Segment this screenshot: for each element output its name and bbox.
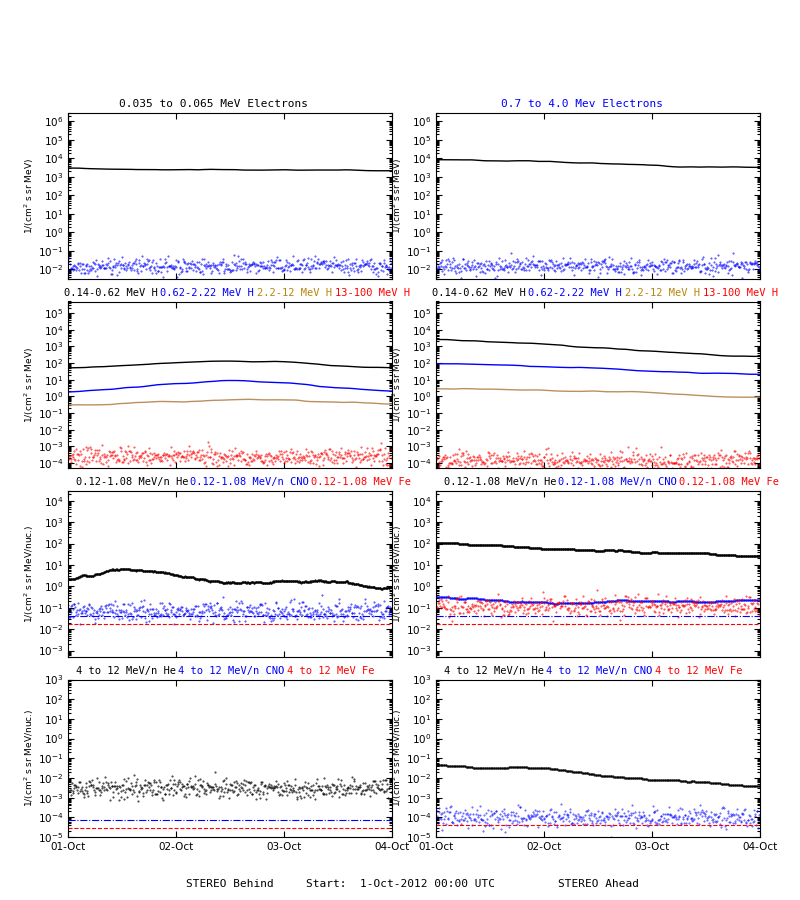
Text: 0.62-2.22 MeV H: 0.62-2.22 MeV H	[160, 288, 266, 298]
Text: 0.12-1.08 MeV/n CNO: 0.12-1.08 MeV/n CNO	[558, 477, 690, 487]
Y-axis label: 1/(cm$^2$ s sr MeV/nuc.): 1/(cm$^2$ s sr MeV/nuc.)	[390, 709, 404, 807]
Text: 0.12-1.08 MeV/n He: 0.12-1.08 MeV/n He	[76, 477, 201, 487]
Text: 0.035 to 0.065 MeV Electrons: 0.035 to 0.065 MeV Electrons	[119, 99, 308, 109]
Text: 4 to 12 MeV/n CNO: 4 to 12 MeV/n CNO	[178, 666, 297, 676]
Y-axis label: 1/(cm$^2$ s sr MeV/nuc.): 1/(cm$^2$ s sr MeV/nuc.)	[23, 525, 36, 623]
Text: 4 to 12 MeV/n CNO: 4 to 12 MeV/n CNO	[546, 666, 665, 676]
Text: 4 to 12 MeV Fe: 4 to 12 MeV Fe	[654, 666, 755, 676]
Text: 13-100 MeV H: 13-100 MeV H	[335, 288, 422, 298]
Y-axis label: 1/(cm$^2$ s sr MeV): 1/(cm$^2$ s sr MeV)	[390, 346, 404, 423]
Text: 2.2-12 MeV H: 2.2-12 MeV H	[625, 288, 712, 298]
Text: 0.12-1.08 MeV Fe: 0.12-1.08 MeV Fe	[310, 477, 423, 487]
Text: 4 to 12 MeV Fe: 4 to 12 MeV Fe	[287, 666, 387, 676]
Text: 0.14-0.62 MeV H: 0.14-0.62 MeV H	[64, 288, 170, 298]
Text: STEREO Ahead: STEREO Ahead	[558, 879, 638, 889]
Text: 0.12-1.08 MeV/n CNO: 0.12-1.08 MeV/n CNO	[190, 477, 322, 487]
Y-axis label: 1/(cm$^2$ s sr MeV): 1/(cm$^2$ s sr MeV)	[23, 158, 36, 234]
Text: 0.62-2.22 MeV H: 0.62-2.22 MeV H	[529, 288, 634, 298]
Text: 4 to 12 MeV/n He: 4 to 12 MeV/n He	[76, 666, 189, 676]
Y-axis label: 1/(cm$^2$ s sr MeV): 1/(cm$^2$ s sr MeV)	[391, 158, 404, 234]
Text: 0.7 to 4.0 Mev Electrons: 0.7 to 4.0 Mev Electrons	[501, 99, 663, 109]
Text: 2.2-12 MeV H: 2.2-12 MeV H	[257, 288, 344, 298]
Text: 0.14-0.62 MeV H: 0.14-0.62 MeV H	[432, 288, 538, 298]
Y-axis label: 1/(cm$^2$ s sr MeV/nuc.): 1/(cm$^2$ s sr MeV/nuc.)	[22, 709, 36, 807]
Text: Start:  1-Oct-2012 00:00 UTC: Start: 1-Oct-2012 00:00 UTC	[306, 879, 494, 889]
Y-axis label: 1/(cm$^2$ s sr MeV/nuc.): 1/(cm$^2$ s sr MeV/nuc.)	[391, 525, 404, 623]
Text: 13-100 MeV H: 13-100 MeV H	[703, 288, 790, 298]
Text: 4 to 12 MeV/n He: 4 to 12 MeV/n He	[444, 666, 557, 676]
Text: STEREO Behind: STEREO Behind	[186, 879, 274, 889]
Text: 0.12-1.08 MeV/n He: 0.12-1.08 MeV/n He	[444, 477, 569, 487]
Text: 0.12-1.08 MeV Fe: 0.12-1.08 MeV Fe	[679, 477, 791, 487]
Y-axis label: 1/(cm$^2$ s sr MeV): 1/(cm$^2$ s sr MeV)	[22, 346, 36, 423]
